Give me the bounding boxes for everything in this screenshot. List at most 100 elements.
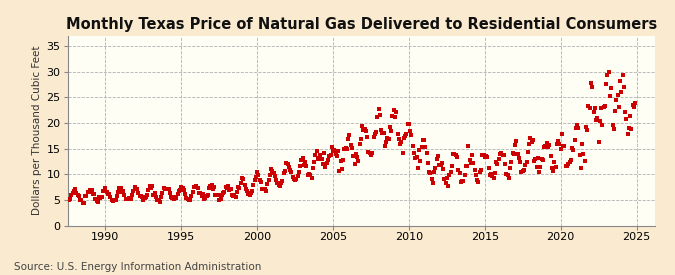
Point [570,126,581,131]
Point [157,191,168,195]
Point [192,186,203,190]
Point [158,186,169,191]
Point [315,153,326,158]
Point [272,180,283,185]
Point [90,197,101,201]
Point [320,165,331,169]
Point [259,187,270,192]
Point [331,153,342,158]
Point [184,198,194,202]
Point [614,105,624,109]
Point [233,185,244,189]
Point [296,158,307,162]
Point [275,184,286,188]
Point [122,197,132,201]
Point [564,160,575,164]
Point [143,188,154,192]
Point [100,186,111,191]
Point [493,157,504,161]
Point [244,193,255,197]
Point [617,73,628,78]
Point [372,115,383,119]
Point [541,141,552,145]
Point [502,172,513,177]
Point [67,191,78,195]
Point [173,189,184,193]
Point [284,165,294,169]
Point [136,194,146,198]
Point [234,186,245,190]
Point [612,93,623,98]
Point [518,168,529,172]
Point [411,155,422,160]
Point [327,144,338,149]
Point [295,163,306,168]
Point [524,142,535,147]
Point [416,145,427,149]
Point [319,151,329,155]
Point [530,157,541,161]
Point [482,154,493,159]
Point [540,144,551,148]
Point [149,190,160,195]
Point [392,132,403,136]
Point [479,155,490,159]
Point [464,158,475,163]
Point [115,186,126,190]
Point [142,193,153,197]
Point [68,189,79,193]
Point [153,197,164,202]
Point [182,197,193,201]
Point [292,174,303,178]
Point [382,136,393,140]
Point [373,107,384,111]
Point [107,197,117,202]
Point [194,191,205,195]
Point [288,177,299,181]
Point [250,175,261,180]
Point [420,145,431,150]
Point [291,177,302,181]
Point [405,129,416,133]
Point [408,151,419,155]
Point [407,144,418,148]
Point [460,163,471,168]
Point [453,168,464,172]
Point [496,150,507,155]
Point [104,192,115,197]
Point [220,185,231,189]
Point [215,197,226,201]
Point [198,197,209,202]
Point [278,171,289,176]
Point [371,130,381,134]
Point [566,158,576,162]
Point [563,162,574,166]
Point [347,146,358,151]
Point [559,144,570,148]
Point [463,144,474,149]
Point [91,199,102,203]
Point [363,150,374,154]
Point [537,157,547,161]
Point [375,113,385,117]
Point [139,196,150,200]
Point [86,188,97,192]
Point [210,192,221,197]
Point [298,163,309,167]
Point [277,178,288,183]
Point [449,151,460,156]
Point [566,145,577,150]
Point [427,180,438,185]
Point [448,152,458,156]
Point [205,184,216,188]
Point [446,170,456,175]
Point [290,178,300,182]
Point [343,137,354,141]
Point [358,128,369,133]
Point [444,173,455,177]
Point [354,142,365,146]
Point [127,192,138,197]
Point [492,162,503,167]
Point [232,190,242,194]
Point [478,153,489,158]
